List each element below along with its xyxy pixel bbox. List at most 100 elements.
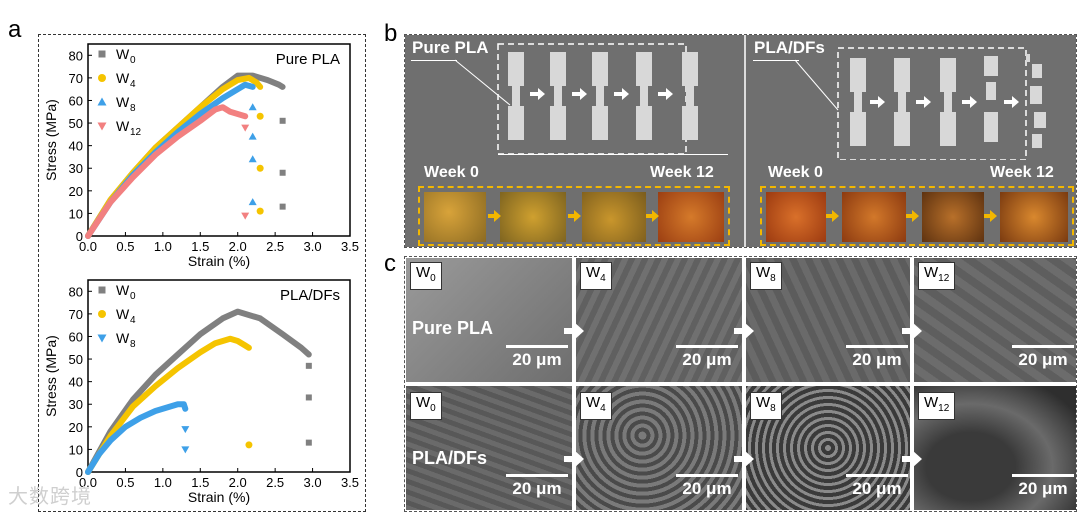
scale-bar: 20 μm bbox=[1012, 345, 1074, 370]
pla-dfs-specimens bbox=[794, 47, 1030, 160]
data-point-W0 bbox=[305, 362, 312, 369]
right-arrow bbox=[826, 210, 839, 222]
panel-c-frame bbox=[404, 256, 1077, 512]
panel-label-b: b bbox=[384, 20, 398, 47]
y-tick-label: 70 bbox=[69, 71, 83, 86]
scale-bar: 20 μm bbox=[506, 474, 568, 499]
x-tick-label: 1.0 bbox=[154, 475, 172, 490]
y-tick-label: 20 bbox=[69, 420, 83, 435]
y-axis-label: Stress (MPa) bbox=[43, 335, 59, 417]
legend-subscript-W0: 0 bbox=[130, 55, 136, 66]
right-arrow bbox=[564, 322, 584, 340]
x-tick-label: 3.0 bbox=[304, 475, 322, 490]
y-tick-label: 20 bbox=[69, 184, 83, 199]
legend-marker-W4 bbox=[98, 310, 106, 318]
scale-bar: 20 μm bbox=[506, 345, 568, 370]
specimen-2 bbox=[894, 58, 910, 146]
pure-label-underline bbox=[411, 60, 457, 61]
pure-micrograph-2 bbox=[500, 192, 566, 242]
x-tick-label: 2.5 bbox=[266, 475, 284, 490]
y-tick-label: 10 bbox=[69, 442, 83, 457]
legend-marker-W12 bbox=[97, 122, 107, 131]
legend-label-W4: W bbox=[116, 306, 130, 322]
right-arrow bbox=[906, 210, 919, 222]
panel-b-composite-label: PLA/DFs bbox=[754, 38, 825, 57]
y-tick-label: 0 bbox=[76, 465, 83, 480]
right-arrow bbox=[658, 88, 673, 100]
tag-w8: W8 bbox=[750, 392, 782, 420]
data-point-W0 bbox=[279, 169, 286, 176]
fragment bbox=[1034, 112, 1046, 128]
data-point-W4 bbox=[256, 112, 264, 120]
x-tick-label: 0.0 bbox=[79, 475, 97, 490]
specimen-5 bbox=[682, 52, 698, 140]
y-tick-label: 40 bbox=[69, 375, 83, 390]
composite-label-underline bbox=[753, 60, 799, 61]
x-axis-label: Strain (%) bbox=[188, 489, 250, 505]
legend-marker-W8 bbox=[97, 334, 107, 343]
composite-micrograph-3 bbox=[922, 192, 984, 242]
y-tick-label: 30 bbox=[69, 397, 83, 412]
right-arrow bbox=[488, 210, 501, 222]
data-point-W8 bbox=[248, 103, 257, 111]
x-tick-label: 0.0 bbox=[79, 239, 97, 254]
right-arrow bbox=[568, 210, 581, 222]
tag-w0: W0 bbox=[410, 392, 442, 420]
composite-micrograph-strip bbox=[760, 186, 1074, 246]
fragment bbox=[1030, 86, 1042, 104]
legend-marker-W4 bbox=[98, 74, 106, 82]
panel-label-a: a bbox=[8, 16, 22, 43]
legend-label-W8: W bbox=[116, 94, 130, 110]
leader-line bbox=[454, 59, 511, 106]
specimen-3 bbox=[940, 58, 956, 146]
y-tick-label: 70 bbox=[69, 307, 83, 322]
x-tick-label: 0.5 bbox=[116, 475, 134, 490]
specimen-2 bbox=[550, 52, 566, 140]
y-tick-label: 60 bbox=[69, 329, 83, 344]
panel-b-divider bbox=[744, 35, 746, 247]
legend-marker-W0 bbox=[98, 286, 106, 294]
legend-subscript-W0: 0 bbox=[130, 291, 136, 302]
composite-week-start: Week 0 bbox=[768, 164, 823, 181]
pure-pla-specimen-shapes bbox=[508, 52, 698, 140]
x-axis-label: Strain (%) bbox=[188, 253, 250, 269]
x-tick-label: 3.5 bbox=[341, 239, 359, 254]
y-axis-label: Stress (MPa) bbox=[43, 99, 59, 181]
series-curve-W8 bbox=[85, 401, 189, 475]
data-point-W8 bbox=[181, 426, 190, 434]
panel-label-c: c bbox=[384, 250, 396, 277]
pure-micrograph-3 bbox=[582, 192, 646, 242]
panel-b-pure-label: Pure PLA bbox=[412, 38, 489, 57]
panel-b-frame bbox=[404, 34, 1077, 248]
legend-marker-W8 bbox=[97, 97, 107, 106]
specimen-box bbox=[837, 47, 1027, 160]
x-tick-label: 2.5 bbox=[266, 239, 284, 254]
data-point-W12 bbox=[241, 212, 250, 220]
series-curve-W12 bbox=[85, 104, 249, 239]
chart-title: PLA/DFs bbox=[280, 287, 340, 304]
right-arrow bbox=[530, 88, 545, 100]
specimen-4 bbox=[636, 52, 652, 140]
legend-label-W12: W bbox=[116, 118, 130, 134]
tag-w12: W12 bbox=[918, 262, 956, 290]
data-point-W8 bbox=[248, 155, 257, 163]
x-tick-label: 1.5 bbox=[191, 239, 209, 254]
right-arrow bbox=[734, 322, 754, 340]
series-curve-W0 bbox=[85, 308, 312, 475]
data-point-W0 bbox=[279, 117, 286, 124]
legend-subscript-W4: 4 bbox=[130, 315, 136, 326]
y-tick-label: 50 bbox=[69, 116, 83, 131]
right-arrow bbox=[902, 450, 922, 468]
data-point-W0 bbox=[305, 439, 312, 446]
series-curve-W4 bbox=[85, 335, 252, 475]
right-arrow bbox=[870, 96, 885, 108]
x-tick-label: 2.0 bbox=[229, 475, 247, 490]
x-tick-label: 1.0 bbox=[154, 239, 172, 254]
data-point-W0 bbox=[305, 394, 312, 401]
plot-area bbox=[87, 43, 351, 237]
y-tick-label: 40 bbox=[69, 139, 83, 154]
right-arrow bbox=[734, 450, 754, 468]
right-arrow bbox=[916, 96, 931, 108]
right-arrow bbox=[902, 322, 922, 340]
